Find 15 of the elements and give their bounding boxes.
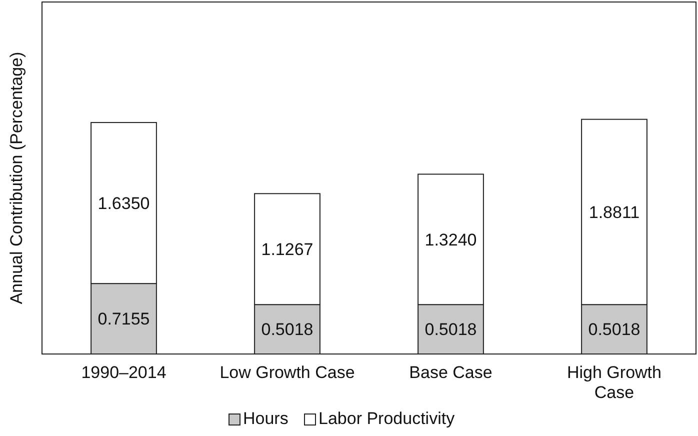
x-tick-label: Low Growth Case	[220, 363, 355, 382]
x-tick-label: 1990–2014	[81, 363, 166, 382]
y-axis-title: Annual Contribution (Percentage)	[7, 52, 26, 304]
data-label: 1.1267	[261, 240, 314, 260]
legend-label: Labor Productivity	[318, 409, 456, 428]
data-label: 0.5018	[261, 320, 314, 340]
data-label: 0.7155	[98, 310, 150, 329]
data-label: 1.3240	[424, 230, 477, 250]
data-label: 0.5018	[424, 320, 477, 340]
data-label: 1.8811	[588, 202, 640, 222]
legend-label: Hours	[243, 409, 288, 428]
data-label: 0.5018	[588, 320, 640, 340]
x-tick-label: Base Case	[409, 363, 492, 382]
data-label: 1.6350	[98, 194, 150, 213]
x-tick-label: High Growth Case	[567, 363, 662, 402]
